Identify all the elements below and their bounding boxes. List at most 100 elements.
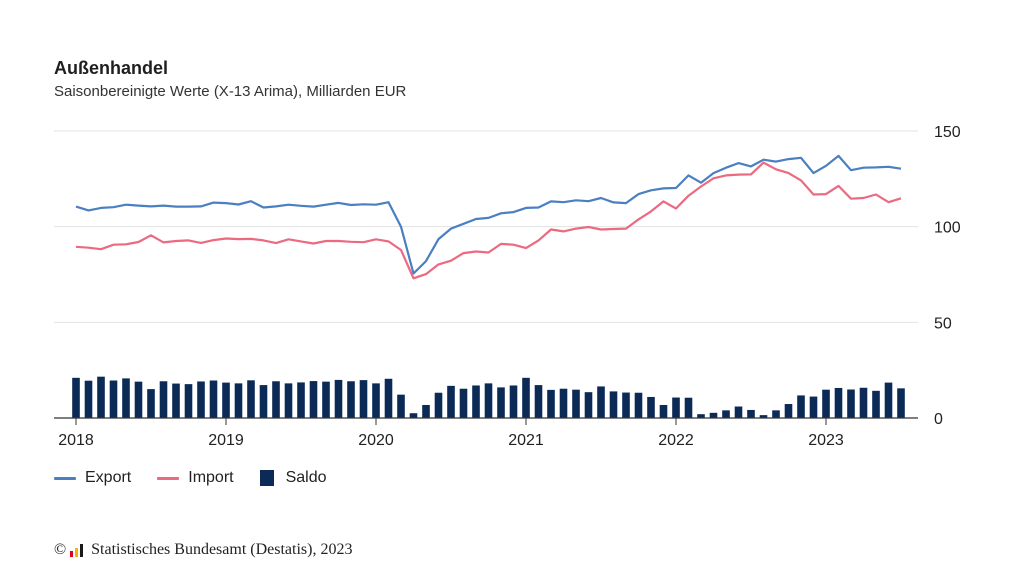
saldo-bar xyxy=(359,380,368,418)
saldo-bar xyxy=(322,381,330,418)
saldo-bar xyxy=(547,389,555,418)
saldo-bar xyxy=(384,378,393,418)
saldo-bar xyxy=(472,385,480,418)
saldo-bar xyxy=(522,377,530,418)
x-tick-label: 2020 xyxy=(358,432,394,449)
x-axis: 2018 2019 2020 2021 2022 2023 xyxy=(54,417,918,449)
saldo-bar xyxy=(897,388,905,418)
saldo-bar xyxy=(197,381,205,418)
chart-title: Außenhandel xyxy=(54,58,169,78)
legend-label-saldo: Saldo xyxy=(285,469,327,486)
saldo-bar xyxy=(72,377,80,418)
saldo-bar xyxy=(672,397,680,418)
saldo-bar xyxy=(397,394,405,418)
saldo-bar xyxy=(834,387,843,418)
grid-lines xyxy=(54,130,918,323)
x-tick-label: 2023 xyxy=(808,432,844,449)
import-line xyxy=(75,161,902,280)
saldo-bar xyxy=(884,382,893,418)
saldo-bar xyxy=(534,385,543,418)
saldo-bar xyxy=(234,383,243,418)
saldo-bar xyxy=(422,404,430,418)
saldo-bar xyxy=(247,380,255,418)
x-tick-label: 2018 xyxy=(58,432,94,449)
y-tick-label: 100 xyxy=(934,220,961,237)
saldo-bar xyxy=(747,409,755,418)
saldo-bar xyxy=(434,392,443,418)
saldo-bar xyxy=(822,389,830,418)
import-swatch xyxy=(157,476,180,480)
chart-subtitle: Saisonbereinigte Werte (X-13 Arima), Mil… xyxy=(54,83,407,100)
saldo-bar xyxy=(222,382,230,418)
saldo-bar xyxy=(497,387,505,418)
saldo-bar xyxy=(484,383,493,418)
export-swatch xyxy=(54,476,76,480)
source-line: © Statistisches Bundesamt (Destatis), 20… xyxy=(54,541,352,559)
legend: Export Import Saldo xyxy=(54,469,353,487)
saldo-bar xyxy=(409,413,418,418)
line-series xyxy=(75,154,902,280)
saldo-bar xyxy=(134,381,143,418)
y-axis-labels: 0 50 100 150 xyxy=(934,124,961,428)
legend-item-saldo[interactable]: Saldo xyxy=(259,469,327,487)
saldo-bar xyxy=(84,380,93,418)
saldo-bar xyxy=(597,386,605,418)
saldo-swatch xyxy=(259,470,274,486)
saldo-bar xyxy=(847,389,855,418)
saldo-bar xyxy=(647,396,655,418)
saldo-bar xyxy=(259,385,268,418)
legend-label-import: Import xyxy=(188,469,234,486)
saldo-bar xyxy=(734,406,743,418)
saldo-bar xyxy=(372,383,380,418)
saldo-bar xyxy=(147,389,155,418)
saldo-bar xyxy=(784,404,793,418)
saldo-bar xyxy=(872,390,880,418)
saldo-bar xyxy=(709,412,718,418)
saldo-bar xyxy=(284,383,293,418)
saldo-bar xyxy=(172,383,180,418)
legend-item-import[interactable]: Import xyxy=(157,469,234,487)
export-line xyxy=(75,154,902,275)
x-tick-label: 2021 xyxy=(508,432,544,449)
y-tick-label: 50 xyxy=(934,315,952,332)
saldo-bar xyxy=(797,395,805,418)
saldo-bar xyxy=(572,389,580,418)
saldo-bar xyxy=(309,381,318,418)
legend-label-export: Export xyxy=(85,469,132,486)
y-tick-label: 150 xyxy=(934,124,961,141)
saldo-bar xyxy=(122,378,130,418)
saldo-bar xyxy=(659,404,668,418)
saldo-bar xyxy=(109,380,118,418)
saldo-bar xyxy=(159,381,168,418)
saldo-bar xyxy=(97,376,105,418)
saldo-bar xyxy=(722,410,730,418)
saldo-bar xyxy=(297,382,305,418)
saldo-bar xyxy=(622,392,630,418)
x-tick-label: 2019 xyxy=(208,432,244,449)
saldo-bar xyxy=(272,381,280,418)
copyright-symbol: © xyxy=(54,541,67,558)
saldo-bar xyxy=(334,379,343,418)
saldo-bar xyxy=(634,392,643,418)
saldo-bar xyxy=(184,384,193,418)
saldo-bar xyxy=(772,410,780,418)
saldo-bar xyxy=(347,381,355,418)
saldo-bar xyxy=(684,397,693,418)
x-tick-label: 2022 xyxy=(658,432,694,449)
saldo-bar xyxy=(509,385,518,418)
saldo-bar xyxy=(559,388,568,418)
saldo-bar xyxy=(697,414,705,418)
saldo-bar xyxy=(759,415,768,418)
saldo-bar xyxy=(447,385,455,418)
source-text: Statistisches Bundesamt (Destatis), 2023 xyxy=(91,541,353,558)
saldo-bar xyxy=(459,388,468,418)
legend-item-export[interactable]: Export xyxy=(54,469,131,487)
y-tick-label: 0 xyxy=(934,411,943,428)
saldo-bar xyxy=(584,392,593,418)
saldo-bar xyxy=(859,387,868,418)
destatis-logo-icon xyxy=(70,543,86,557)
saldo-bars xyxy=(72,376,905,418)
saldo-bar xyxy=(609,391,618,418)
saldo-bar xyxy=(809,396,818,418)
